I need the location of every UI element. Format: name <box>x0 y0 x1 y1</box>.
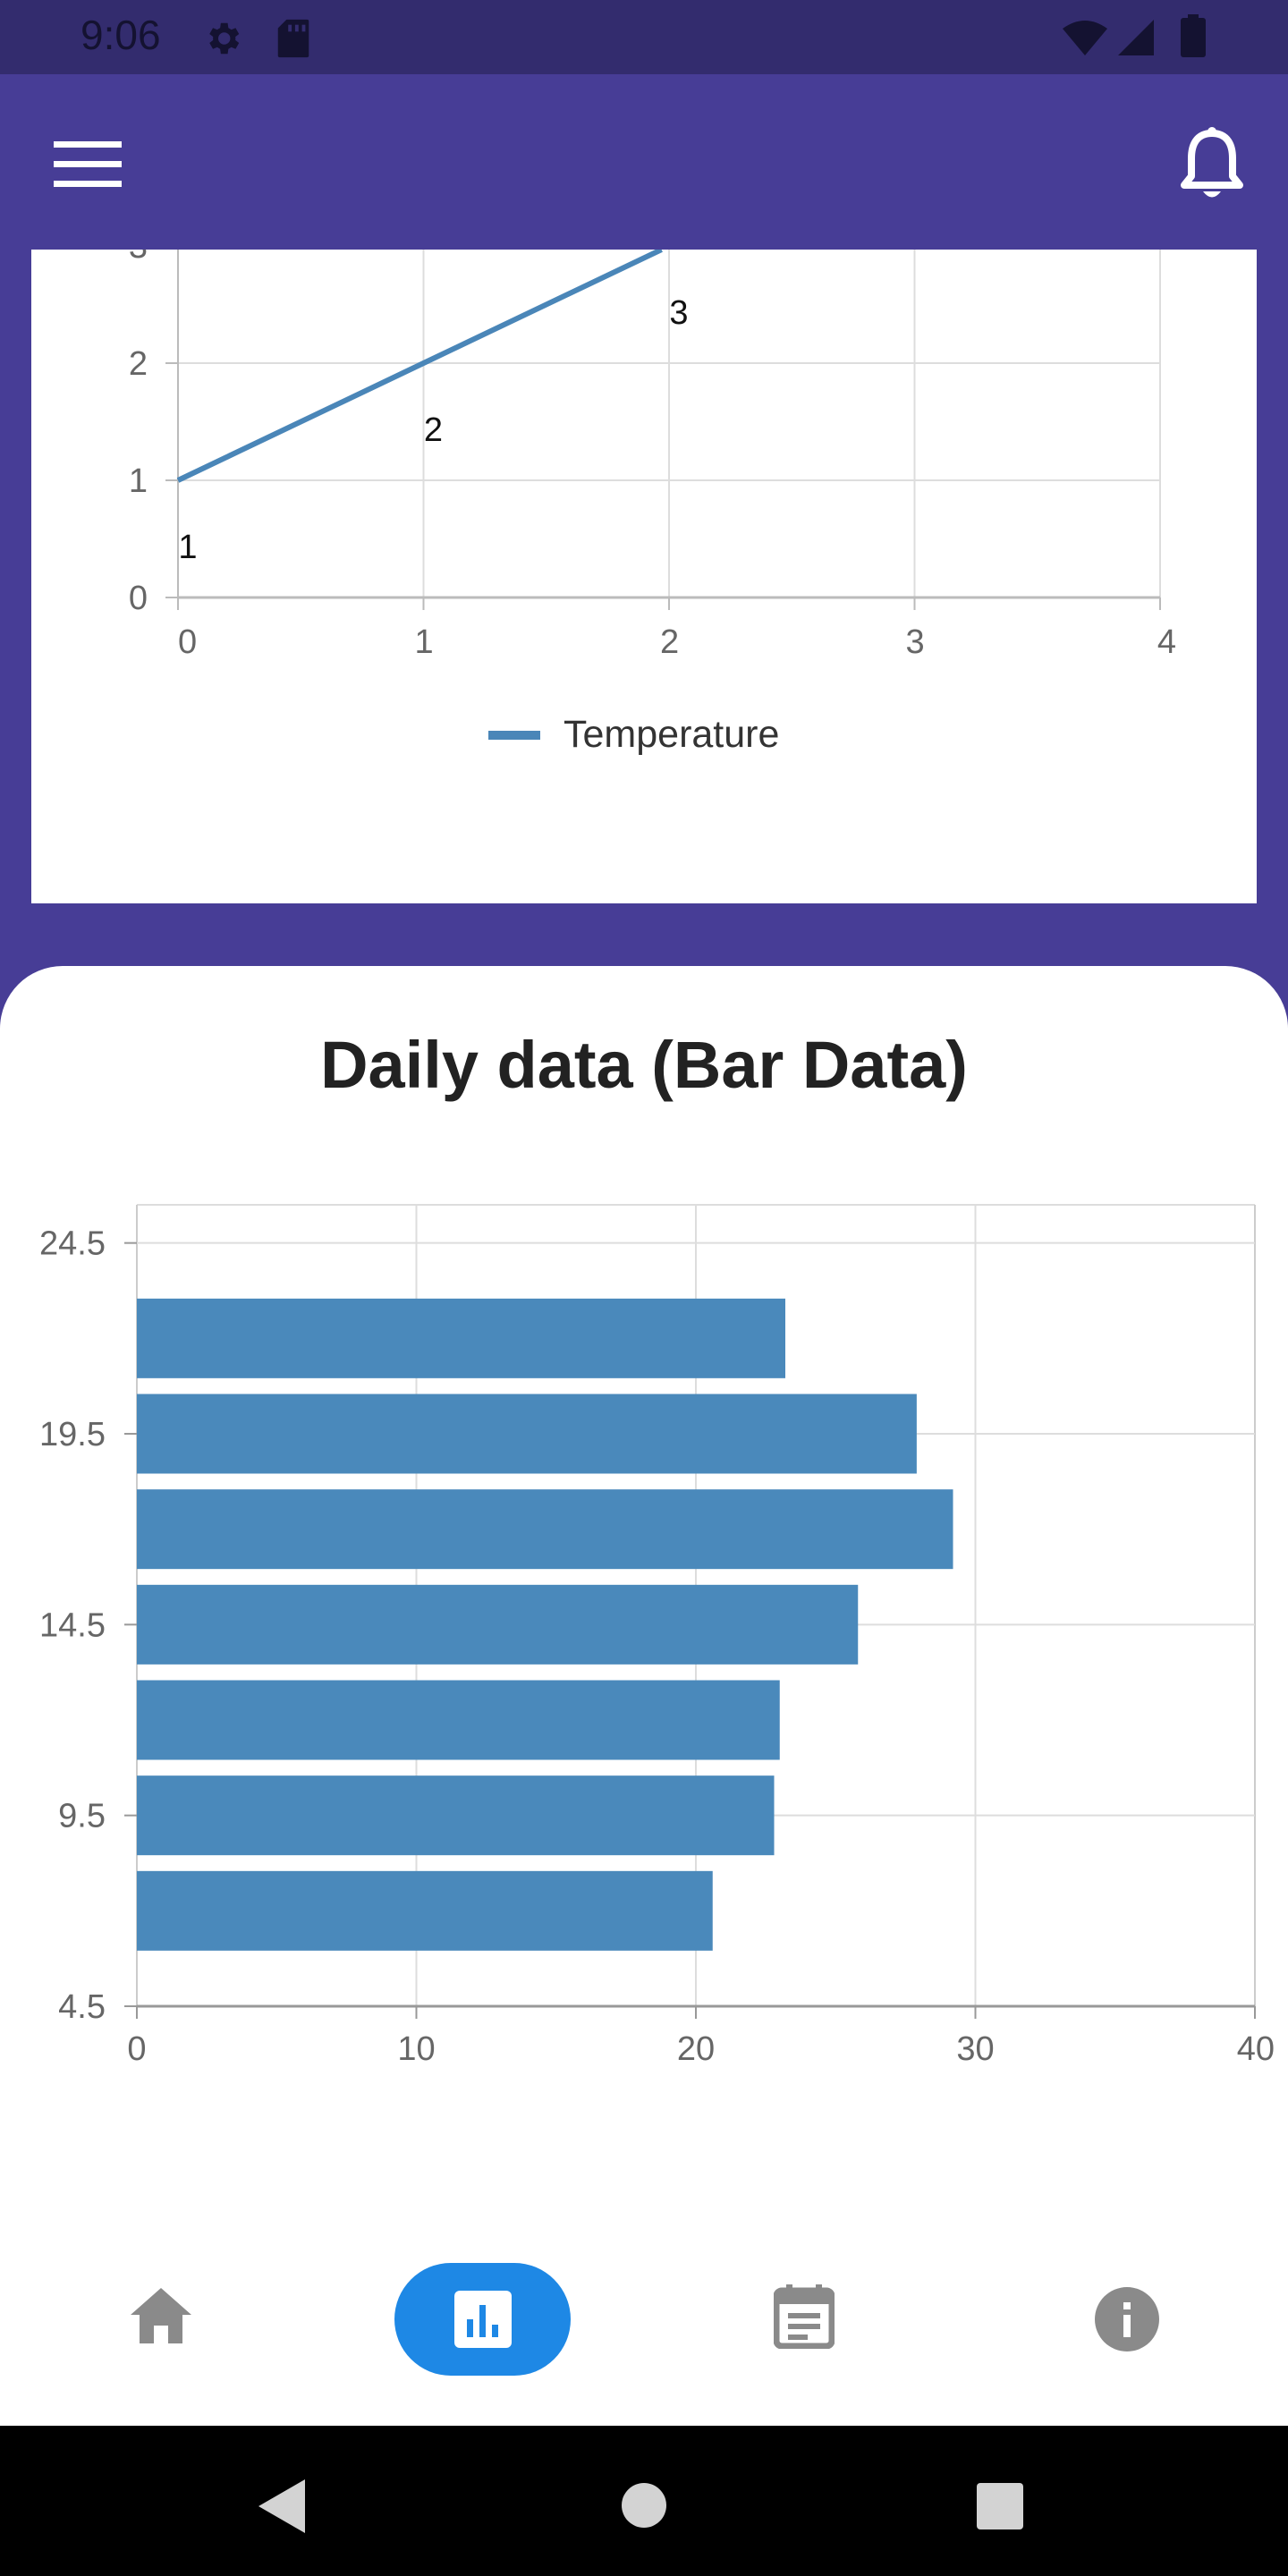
legend-swatch <box>488 731 540 740</box>
data-label: 3 <box>669 294 688 332</box>
x-tick-label: 3 <box>906 623 925 661</box>
bar-12 <box>137 1680 780 1760</box>
line-chart-card: 012301234123 Temperature <box>31 250 1257 903</box>
system-nav-bar <box>0 2426 1288 2576</box>
data-label: 1 <box>178 529 197 566</box>
x-tick-label: 0 <box>178 623 197 661</box>
line-chart-axes <box>165 362 1161 610</box>
bar-chart-axes <box>124 1241 1256 2019</box>
x-tick-label: 40 <box>1237 2030 1275 2068</box>
line-chart-series <box>176 250 663 483</box>
bell-icon[interactable] <box>1181 126 1243 201</box>
y-tick-label: 2 <box>129 345 148 383</box>
y-tick-label: 9.5 <box>58 1798 106 1835</box>
series-line-temperature <box>176 250 663 483</box>
x-tick-label: 2 <box>660 623 679 661</box>
y-tick-label: 19.5 <box>39 1416 106 1453</box>
bar-22 <box>137 1298 785 1378</box>
line-chart-labels: 012301234123 <box>129 250 1176 661</box>
home-circle-icon[interactable] <box>621 2482 667 2529</box>
bar-chart-icon[interactable] <box>454 2291 512 2348</box>
bar-17 <box>137 1489 953 1570</box>
data-label: 2 <box>424 411 443 449</box>
signal-icon <box>1118 20 1154 55</box>
status-bar: 9:06 <box>0 0 1288 74</box>
x-tick-label: 1 <box>415 623 434 661</box>
bar-chart: 0 10 20 30 40 4.5 9.5 14.5 19.5 24.5 <box>39 1204 1275 2068</box>
x-tick-label: 0 <box>127 2030 146 2068</box>
chart-legend: Temperature <box>488 713 779 756</box>
back-icon[interactable] <box>258 2479 305 2533</box>
bar-9.5 <box>137 1775 775 1856</box>
y-tick-label: 3 <box>129 250 148 266</box>
x-tick-label: 4 <box>1157 623 1176 661</box>
battery-icon <box>1181 14 1206 57</box>
y-tick-label: 0 <box>129 580 148 617</box>
bar-chart-bars <box>137 1298 953 1951</box>
menu-icon[interactable] <box>54 141 122 188</box>
wifi-icon <box>1063 21 1107 55</box>
y-tick-label: 4.5 <box>58 1988 106 2026</box>
sd-card-icon <box>277 19 309 58</box>
settings-icon <box>209 22 240 55</box>
x-tick-label: 20 <box>677 2030 715 2068</box>
bar-chart-labels: 0 10 20 30 40 4.5 9.5 14.5 19.5 24.5 <box>39 1225 1275 2068</box>
calendar-icon[interactable] <box>774 2284 835 2349</box>
app-bar <box>0 74 1288 250</box>
line-chart: 012301234123 Temperature <box>129 250 1176 756</box>
bar-14.5 <box>137 1584 859 1665</box>
status-time: 9:06 <box>80 12 161 58</box>
legend-label: Temperature <box>564 713 779 756</box>
y-tick-label: 1 <box>129 462 148 500</box>
bar-7 <box>137 1870 713 1951</box>
recents-icon[interactable] <box>977 2483 1023 2529</box>
line-chart-grid <box>177 250 1161 597</box>
x-tick-label: 10 <box>397 2030 435 2068</box>
home-icon[interactable] <box>131 2288 191 2343</box>
y-tick-label: 14.5 <box>39 1606 106 1644</box>
y-tick-label: 24.5 <box>39 1225 106 1263</box>
x-tick-label: 30 <box>956 2030 994 2068</box>
info-icon[interactable] <box>1095 2287 1159 2351</box>
page-title: Daily data (Bar Data) <box>320 1028 968 1102</box>
bar-19.5 <box>137 1394 917 1474</box>
